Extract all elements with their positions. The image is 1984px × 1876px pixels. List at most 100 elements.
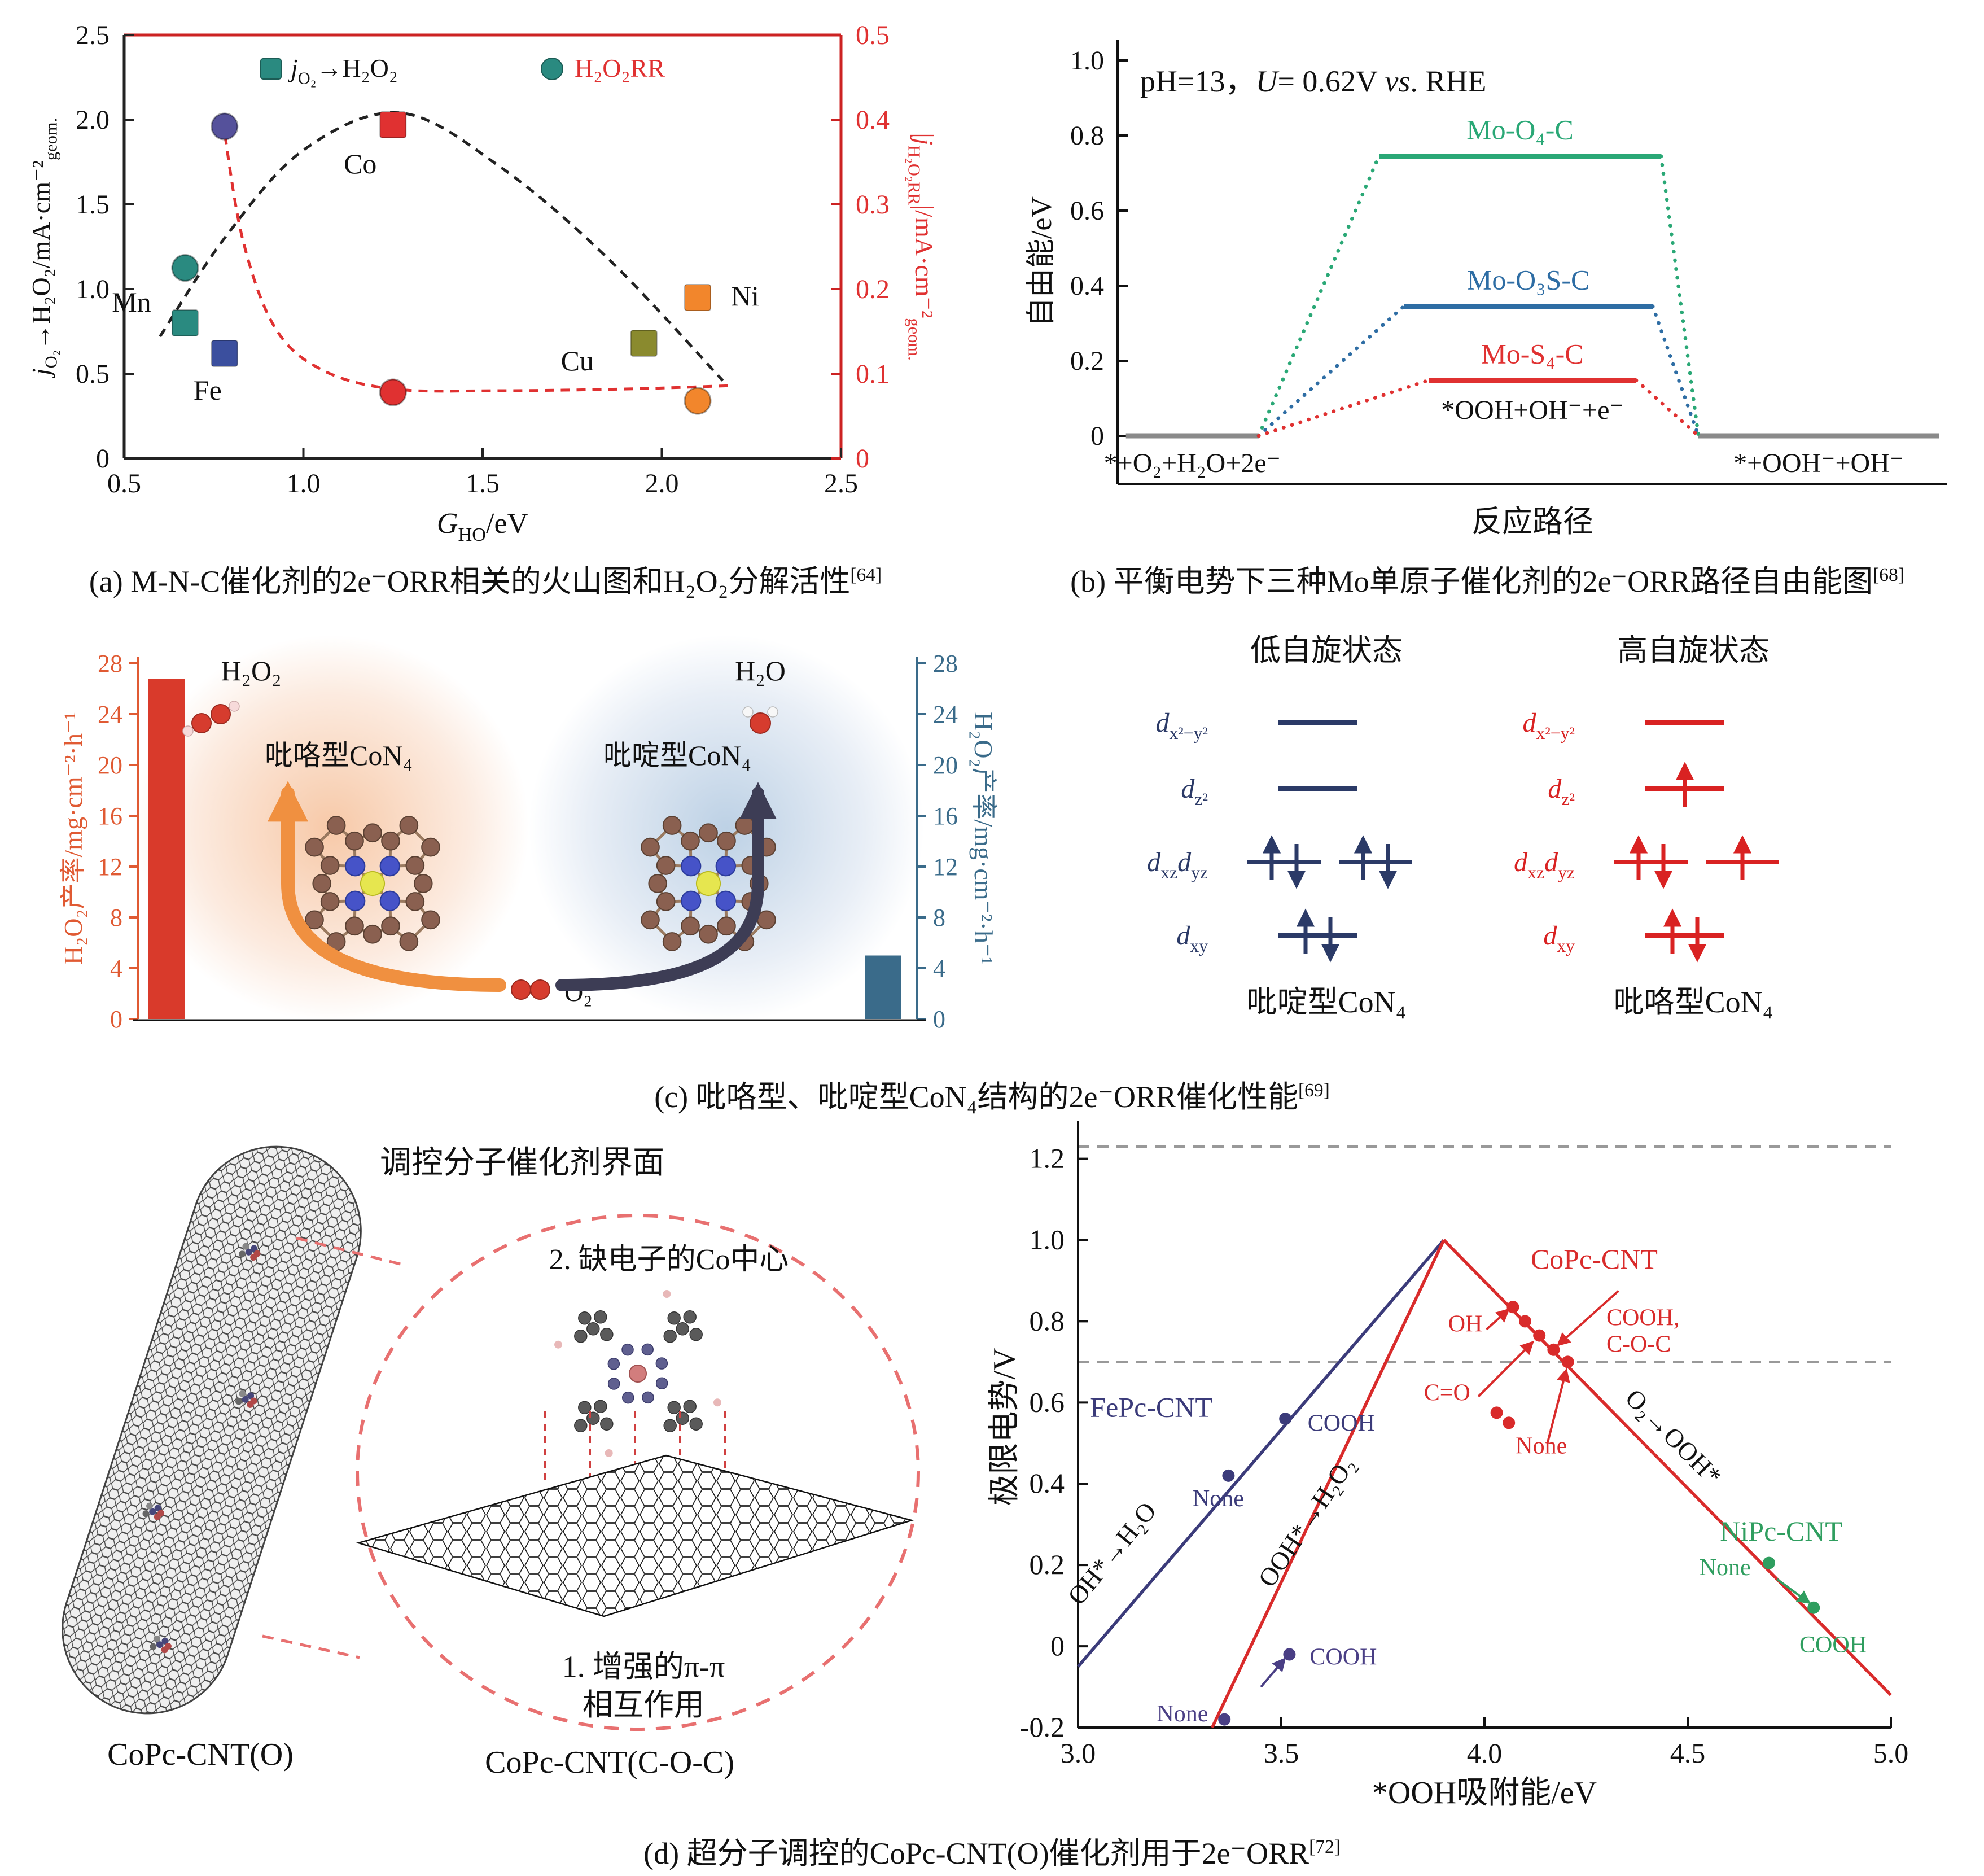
- svg-text:dxy: dxy: [1543, 921, 1575, 956]
- svg-text:高自旋状态: 高自旋状态: [1617, 633, 1770, 667]
- svg-text:16: 16: [933, 802, 958, 830]
- svg-text:0: 0: [933, 1005, 945, 1033]
- panel-c-bar-illustration: 0 4 8 12 16 20 24 28 H₂O₂产率/mg·cm⁻²·h⁻¹ 0 4 8 12 16 20…: [54, 613, 1002, 1059]
- svg-text:20: 20: [933, 751, 958, 779]
- svg-text:8: 8: [110, 904, 122, 932]
- svg-text:dx²−y²: dx²−y²: [1155, 708, 1208, 743]
- svg-text:2.0: 2.0: [645, 469, 679, 498]
- svg-text:极限电势/V: 极限电势/V: [987, 1348, 1022, 1506]
- svg-text:0.1: 0.1: [856, 359, 890, 389]
- svg-text:Mo-S₄-C: Mo-S₄-C: [1481, 338, 1583, 370]
- panel-b-free-energy: 0 0.2 0.4 0.6 0.8 1.0 Mo-O₄-C Mo-O₃S-C Mo-S₄-C *+…: [1016, 7, 1976, 543]
- free-energy-chart-svg: 0 0.2 0.4 0.6 0.8 1.0 Mo-O₄-C Mo-O₃S-C Mo-S₄-C *+…: [1026, 40, 1947, 539]
- svg-text:0.4: 0.4: [1030, 1467, 1065, 1499]
- svg-text:Ni: Ni: [731, 280, 759, 312]
- svg-text:H₂O₂产率/mg·cm⁻²·h⁻¹: H₂O₂产率/mg·cm⁻²·h⁻¹: [969, 712, 998, 965]
- svg-text:Mo-O₄-C: Mo-O₄-C: [1466, 114, 1574, 146]
- svg-text:24: 24: [933, 701, 958, 728]
- svg-text:反应路径: 反应路径: [1471, 505, 1593, 539]
- svg-text:COOH: COOH: [1308, 1411, 1375, 1437]
- svg-text:2. 缺电子的Co中心: 2. 缺电子的Co中心: [549, 1244, 789, 1276]
- svg-text:H₂O: H₂O: [735, 655, 786, 686]
- caption-b-text: (b) 平衡电势下三种Mo单原子催化剂的2e⁻ORR路径自由能图: [1070, 565, 1873, 598]
- svg-text:OH: OH: [1448, 1311, 1483, 1337]
- caption-b-ref: [68]: [1873, 565, 1904, 585]
- con4-molecule: [305, 816, 440, 951]
- svg-text:-0.2: -0.2: [1020, 1711, 1065, 1743]
- copc-molecule: [554, 1290, 721, 1457]
- svg-text:None: None: [1516, 1433, 1567, 1459]
- spin-state-diagram-svg: 低自旋状态 dx²−y² dz² dxzdyz dxy 吡啶型CoN₄ 高自旋状态 dx²−y…: [1147, 633, 1779, 1019]
- svg-text:自由能/eV: 自由能/eV: [1026, 196, 1058, 327]
- svg-text:*OOH吸附能/eV: *OOH吸附能/eV: [1372, 1776, 1597, 1811]
- panel-a-volcano: 0.5 1.0 1.5 2.0 2.5 0 0.5 1.0 1.5 2.0 2.5 0 0.1 0.2 0.…: [17, 7, 954, 545]
- svg-text:低自旋状态: 低自旋状态: [1250, 633, 1403, 667]
- svg-text:0.4: 0.4: [1070, 271, 1104, 301]
- svg-text:Cu: Cu: [561, 345, 594, 377]
- svg-text:COOH,: COOH,: [1606, 1305, 1680, 1331]
- svg-text:吡啶型CoN₄: 吡啶型CoN₄: [603, 740, 751, 771]
- panel-d-volcano: 3.0 3.5 4.0 4.5 5.0 -0.2 0 0.2 0.4 0.6 0.8 1.0 1.2 No…: [982, 1101, 1930, 1818]
- svg-text:jO₂→H₂O₂: jO₂→H₂O₂: [288, 54, 398, 88]
- svg-text:NiPc-CNT: NiPc-CNT: [1720, 1515, 1842, 1547]
- svg-text:12: 12: [98, 853, 122, 881]
- svg-text:1.5: 1.5: [466, 469, 500, 498]
- svg-text:dxy: dxy: [1176, 921, 1208, 956]
- svg-text:吡咯型CoN₄: 吡咯型CoN₄: [265, 740, 413, 771]
- svg-text:Mo-O₃S-C: Mo-O₃S-C: [1467, 264, 1589, 296]
- caption-d-text: (d) 超分子调控的CoPc-CNT(O)催化剂用于2e⁻ORR: [643, 1836, 1309, 1870]
- svg-text:None: None: [1193, 1486, 1244, 1512]
- svg-text:dz²: dz²: [1548, 774, 1575, 809]
- svg-text:jO₂→H₂O₂/mA·cm⁻²geom.: jO₂→H₂O₂/mA·cm⁻²geom.: [27, 118, 60, 378]
- svg-text:COOH: COOH: [1309, 1644, 1377, 1670]
- copc-volcano-chart-svg: 3.0 3.5 4.0 4.5 5.0 -0.2 0 0.2 0.4 0.6 0.8 1.0 1.2 No…: [987, 1121, 1909, 1811]
- svg-text:16: 16: [98, 802, 122, 830]
- caption-c-text: (c) 吡咯型、吡啶型CoN₄结构的2e⁻ORR催化性能: [654, 1080, 1298, 1114]
- svg-text:Co: Co: [344, 148, 376, 180]
- svg-text:pH=13，U= 0.62V vs. RHE: pH=13，U= 0.62V vs. RHE: [1140, 64, 1486, 98]
- caption-b: (b) 平衡电势下三种Mo单原子催化剂的2e⁻ORR路径自由能图[68]: [993, 556, 1981, 601]
- svg-text:5.0: 5.0: [1873, 1737, 1909, 1769]
- svg-text:C=O: C=O: [1424, 1380, 1470, 1406]
- svg-text:0.5: 0.5: [856, 20, 890, 50]
- caption-c: (c) 吡咯型、吡啶型CoN₄结构的2e⁻ORR催化性能[69]: [0, 1072, 1984, 1116]
- svg-text:2.0: 2.0: [76, 105, 110, 135]
- svg-text:1. 增强的π-π: 1. 增强的π-π: [562, 1650, 725, 1683]
- svg-text:CoPc-CNT(C-O-C): CoPc-CNT(C-O-C): [485, 1745, 734, 1780]
- svg-text:3.5: 3.5: [1264, 1737, 1299, 1769]
- svg-text:*+O₂+H₂O+2e⁻: *+O₂+H₂O+2e⁻: [1104, 448, 1281, 478]
- svg-text:None: None: [1157, 1701, 1208, 1727]
- svg-text:2.5: 2.5: [76, 20, 110, 50]
- svg-text:0.2: 0.2: [1030, 1549, 1065, 1580]
- svg-text:dxzdyz: dxzdyz: [1147, 847, 1208, 882]
- svg-text:None: None: [1700, 1555, 1751, 1581]
- svg-text:28: 28: [98, 650, 122, 677]
- svg-text:调控分子催化剂界面: 调控分子催化剂界面: [380, 1145, 664, 1180]
- svg-text:0.8: 0.8: [1030, 1305, 1065, 1336]
- volcano-chart-svg: 0.5 1.0 1.5 2.0 2.500.51.01.52.02.500.10.20.…: [27, 20, 939, 545]
- svg-text:0.2: 0.2: [1070, 346, 1104, 376]
- svg-text:H₂O₂产率/mg·cm⁻²·h⁻¹: H₂O₂产率/mg·cm⁻²·h⁻¹: [59, 712, 87, 965]
- svg-text:*OOH+OH⁻+e⁻: *OOH+OH⁻+e⁻: [1441, 395, 1623, 425]
- panel-d-illustration: CoPc-CNT(O) 调控分子催化剂界面 2. 缺电子的Co中心 1. 增强的π-π…: [25, 1117, 957, 1783]
- svg-text:Mn: Mn: [112, 286, 151, 318]
- caption-a-ref: [64]: [850, 565, 882, 585]
- svg-text:0: 0: [856, 444, 869, 474]
- svg-text:COOH: COOH: [1799, 1632, 1867, 1658]
- svg-text:吡啶型CoN₄: 吡啶型CoN₄: [1247, 985, 1407, 1019]
- svg-text:dxzdyz: dxzdyz: [1514, 847, 1575, 882]
- svg-text:0.4: 0.4: [856, 105, 890, 135]
- caption-a-text: (a) M-N-C催化剂的2e⁻ORR相关的火山图和H₂O₂分解活性: [89, 565, 851, 598]
- svg-text:1.0: 1.0: [76, 274, 110, 304]
- svg-text:0: 0: [1050, 1630, 1065, 1661]
- svg-text:|jH₂O₂RR|/mA·cm⁻²geom.: |jH₂O₂RR|/mA·cm⁻²geom.: [905, 133, 939, 360]
- svg-text:0: 0: [1090, 421, 1104, 451]
- svg-text:0.6: 0.6: [1030, 1386, 1065, 1418]
- svg-text:4.0: 4.0: [1467, 1737, 1503, 1769]
- svg-text:CoPc-CNT(O): CoPc-CNT(O): [107, 1737, 294, 1772]
- svg-text:0: 0: [96, 444, 110, 474]
- svg-text:1.5: 1.5: [76, 190, 110, 220]
- carbon-nanotube: [62, 1145, 362, 1715]
- svg-text:相互作用: 相互作用: [583, 1688, 704, 1722]
- svg-text:2.5: 2.5: [824, 469, 858, 498]
